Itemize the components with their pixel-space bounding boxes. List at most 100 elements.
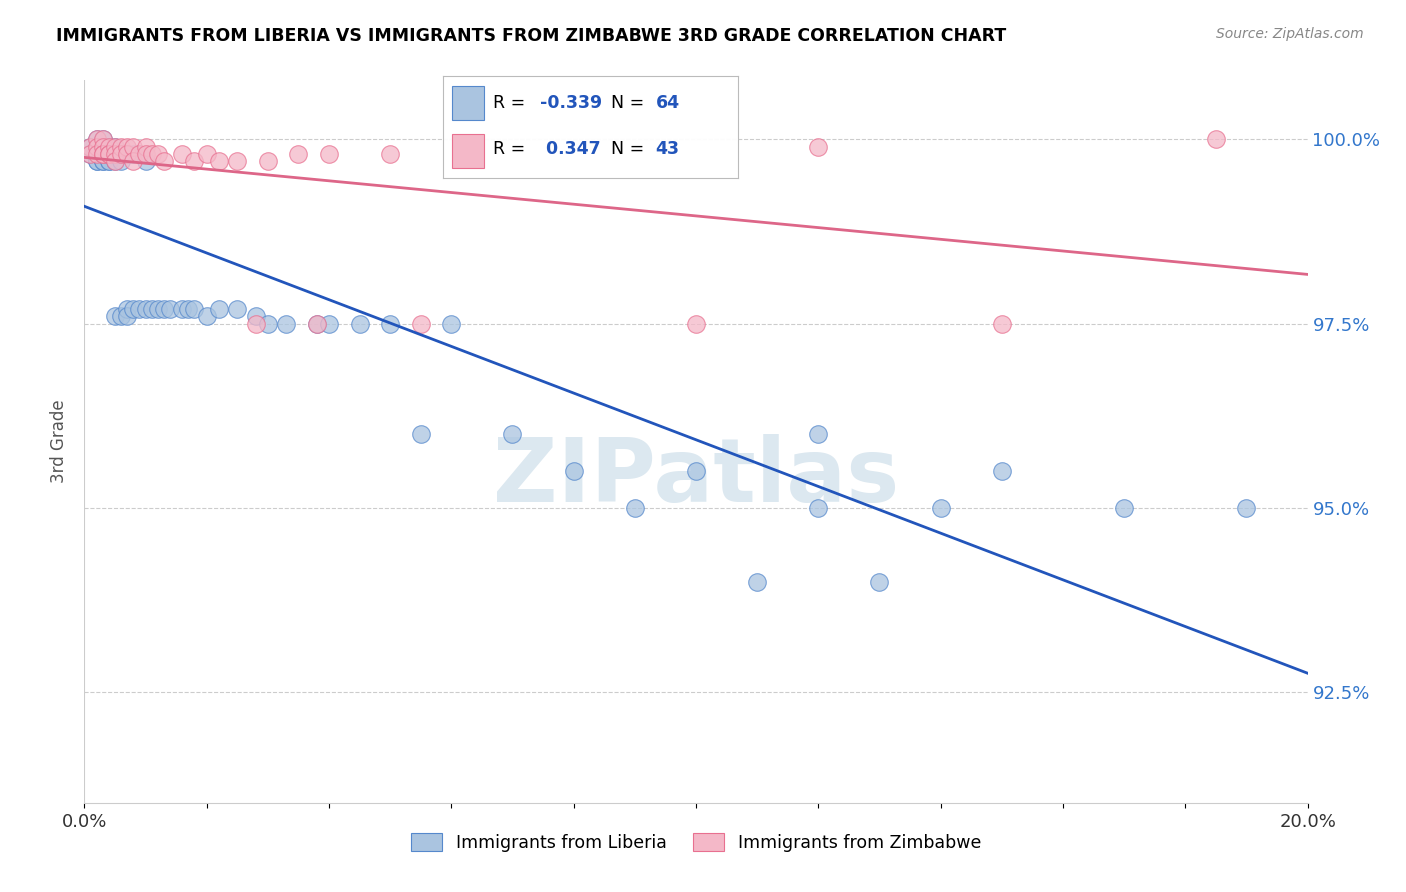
Point (91, 139, 114, 153)
Point (991, 317, 1014, 331)
Point (172, 147, 194, 161)
Point (146, 147, 169, 161)
Point (929, 500, 952, 515)
Text: Source: ZipAtlas.com: Source: ZipAtlas.com (1216, 27, 1364, 41)
Point (104, 147, 127, 161)
Point (86, 139, 108, 153)
Point (122, 139, 145, 153)
Point (104, 154, 127, 169)
Point (318, 147, 340, 161)
Point (624, 500, 647, 515)
Point (86, 132, 108, 146)
Point (226, 154, 249, 169)
Point (91, 132, 114, 146)
Point (110, 154, 132, 169)
Point (110, 147, 132, 161)
Point (245, 317, 267, 331)
Point (305, 317, 328, 331)
Point (86, 154, 108, 169)
Point (685, 317, 707, 331)
Point (79, 139, 101, 153)
Point (807, 139, 830, 153)
Point (86, 147, 108, 161)
Text: R =: R = (494, 94, 531, 112)
Point (153, 301, 176, 316)
Point (183, 154, 205, 169)
Point (115, 147, 138, 161)
Point (122, 154, 145, 169)
Point (380, 317, 402, 331)
Point (1236, 500, 1258, 515)
Point (97, 147, 120, 161)
Point (91, 147, 114, 161)
Point (91, 147, 114, 161)
Point (747, 574, 769, 589)
Point (276, 317, 298, 331)
Legend: Immigrants from Liberia, Immigrants from Zimbabwe: Immigrants from Liberia, Immigrants from… (404, 827, 988, 859)
Y-axis label: 3rd Grade: 3rd Grade (51, 400, 69, 483)
Point (146, 301, 169, 316)
Text: N =: N = (612, 94, 650, 112)
Point (208, 301, 231, 316)
Point (97, 139, 120, 153)
Point (115, 309, 138, 323)
Point (245, 309, 267, 323)
Point (97, 147, 120, 161)
Point (208, 154, 231, 169)
Point (177, 301, 200, 316)
Point (135, 154, 157, 169)
Point (110, 147, 132, 161)
Text: N =: N = (612, 140, 650, 158)
Point (159, 301, 181, 316)
Point (91, 147, 114, 161)
Text: R =: R = (494, 140, 531, 158)
Point (128, 147, 150, 161)
Point (305, 317, 328, 331)
Point (104, 147, 127, 161)
Point (807, 427, 830, 442)
Point (110, 309, 132, 323)
Point (685, 464, 707, 478)
Point (91, 139, 114, 153)
Point (110, 139, 132, 153)
Point (287, 147, 309, 161)
Point (257, 154, 280, 169)
Point (318, 317, 340, 331)
Point (226, 301, 249, 316)
Point (172, 301, 194, 316)
Text: 43: 43 (655, 140, 679, 158)
Point (380, 147, 402, 161)
Point (91, 154, 114, 169)
Text: IMMIGRANTS FROM LIBERIA VS IMMIGRANTS FROM ZIMBABWE 3RD GRADE CORRELATION CHART: IMMIGRANTS FROM LIBERIA VS IMMIGRANTS FR… (56, 27, 1007, 45)
Point (807, 500, 830, 515)
Point (97, 154, 120, 169)
Point (1114, 500, 1136, 515)
FancyBboxPatch shape (451, 87, 484, 120)
Text: -0.339: -0.339 (540, 94, 602, 112)
Point (104, 139, 127, 153)
Point (195, 147, 218, 161)
Point (115, 139, 138, 153)
Point (104, 309, 127, 323)
Point (115, 147, 138, 161)
Point (79, 147, 101, 161)
Point (135, 139, 157, 153)
Point (97, 139, 120, 153)
Point (135, 301, 157, 316)
Point (79, 139, 101, 153)
FancyBboxPatch shape (451, 135, 484, 168)
Point (409, 427, 432, 442)
Point (122, 147, 145, 161)
Point (79, 147, 101, 161)
Point (104, 139, 127, 153)
Point (991, 464, 1014, 478)
Point (153, 154, 176, 169)
Point (440, 317, 463, 331)
Text: 0.347: 0.347 (540, 140, 600, 158)
Text: ZIPatlas: ZIPatlas (494, 434, 898, 521)
Point (86, 147, 108, 161)
Point (97, 154, 120, 169)
Point (1205, 132, 1227, 146)
Point (128, 301, 150, 316)
Point (409, 317, 432, 331)
